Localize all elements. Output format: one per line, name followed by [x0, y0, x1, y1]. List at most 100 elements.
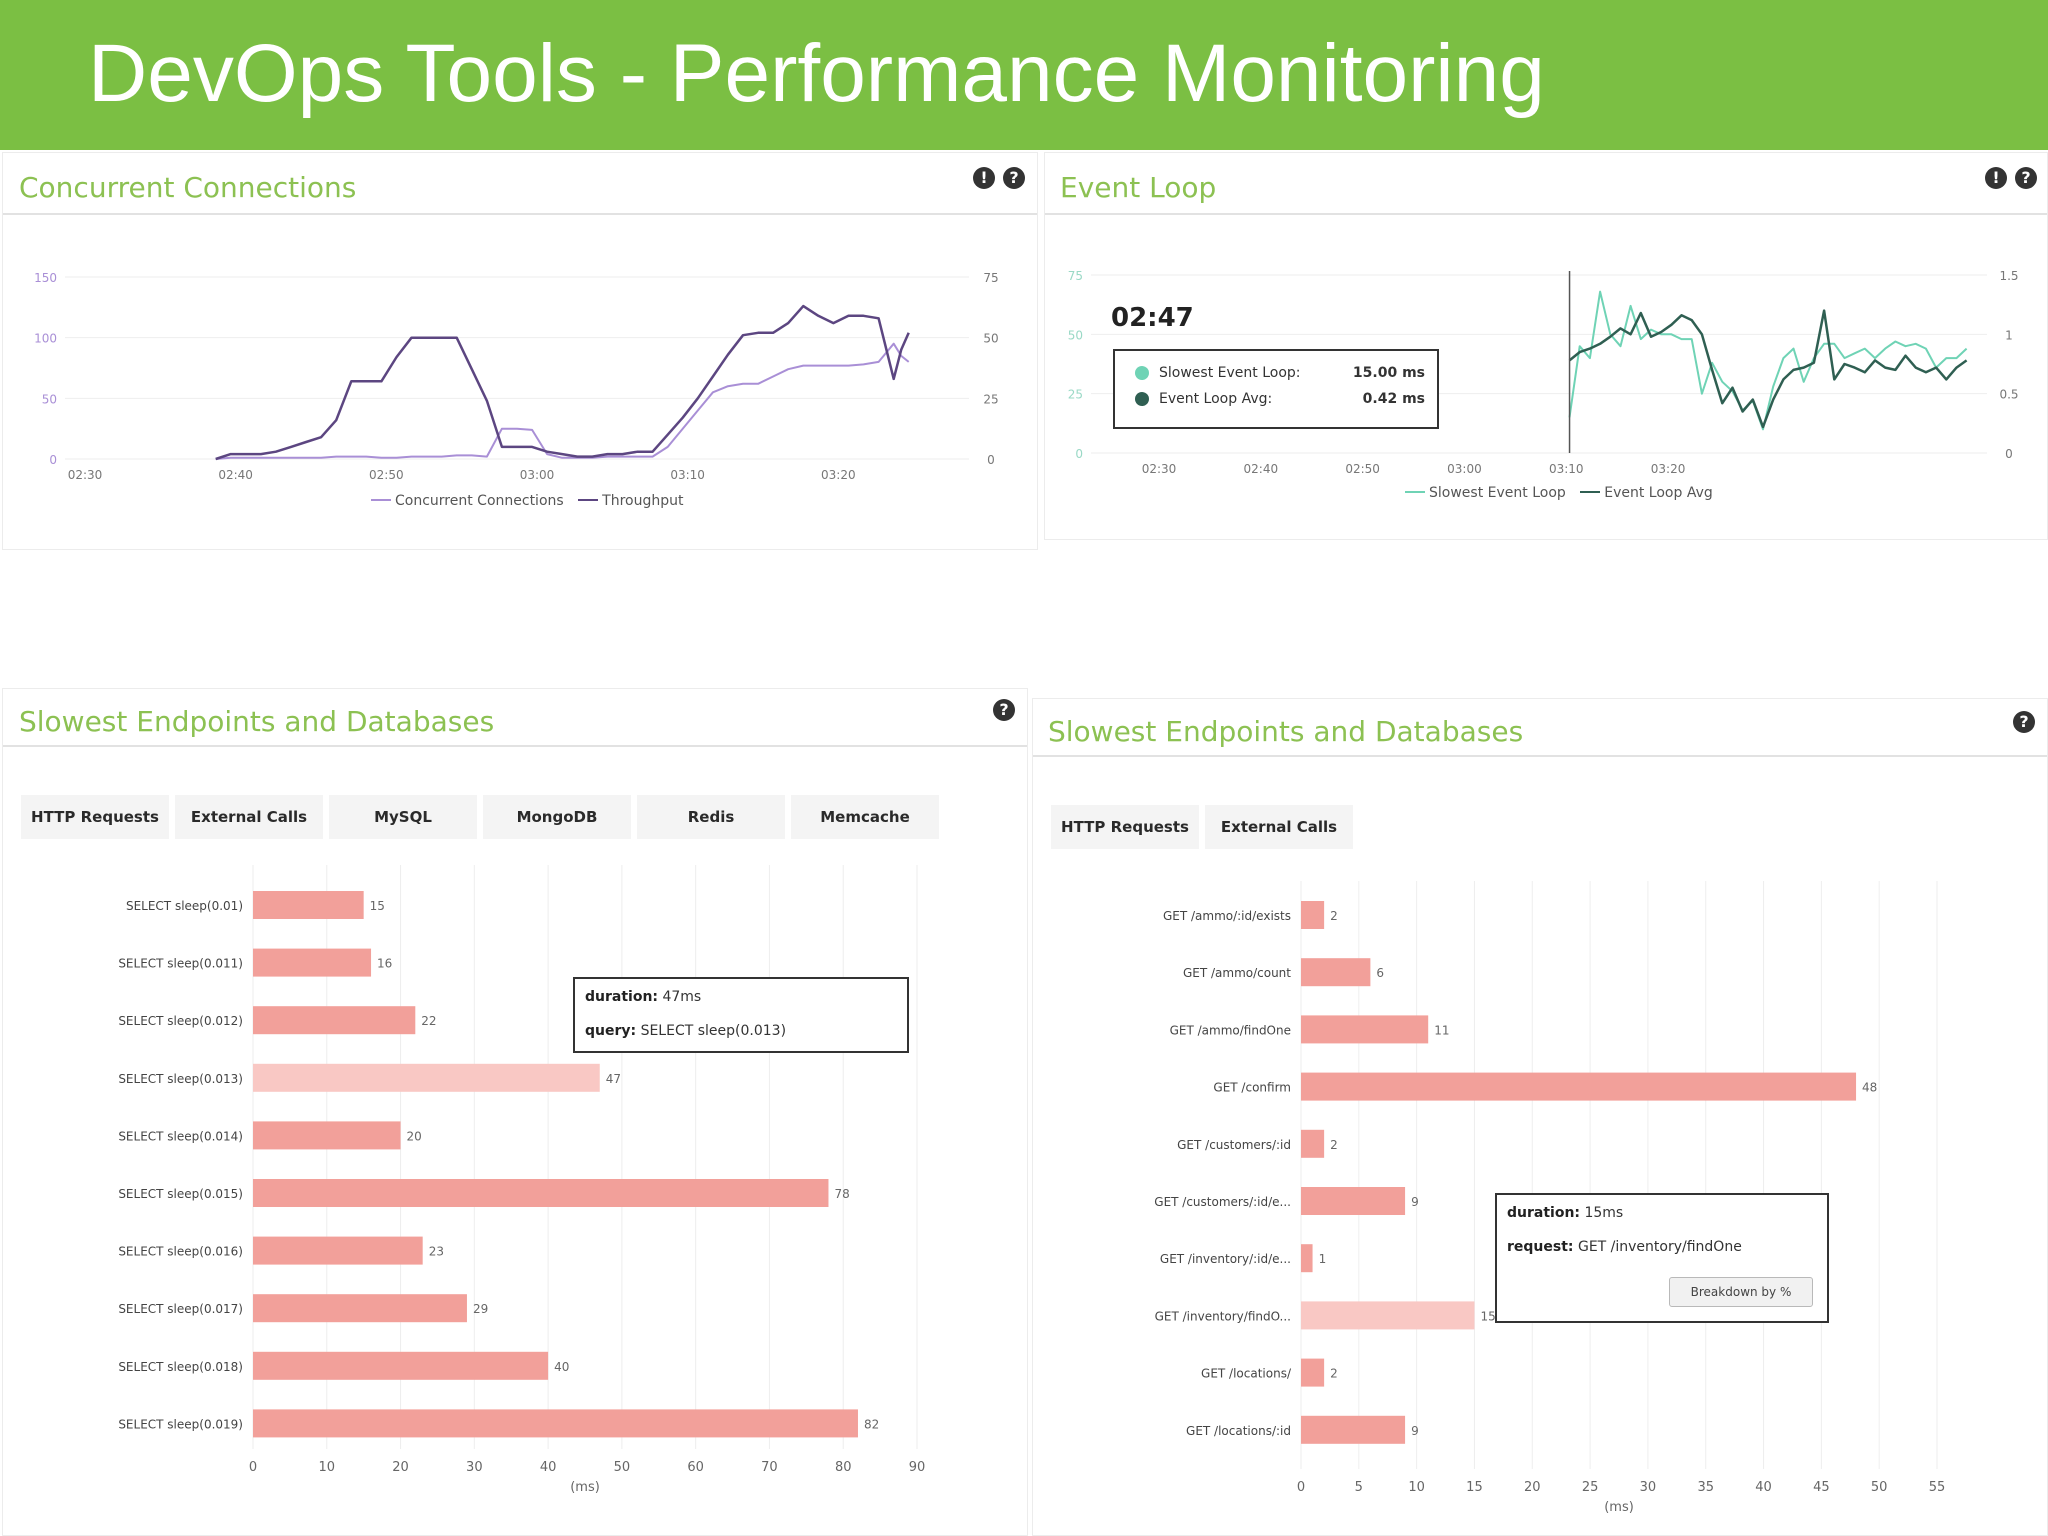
- y-right-tick-label: 0.5: [1999, 388, 2018, 402]
- y-left-tick-label: 100: [34, 332, 57, 346]
- x-tick-label: 10: [319, 1460, 336, 1475]
- x-tick-label: 50: [614, 1460, 631, 1475]
- event-loop-chart: 0 25 50 75 0 0.5 1 1.5 02:30 02:40 02:50 03:00 03:10…: [1068, 269, 2019, 476]
- tab-http-requests[interactable]: HTTP Requests: [21, 795, 169, 839]
- x-tick-label: 5: [1355, 1480, 1363, 1495]
- bar: [253, 1409, 858, 1438]
- bar: [253, 891, 364, 919]
- concurrent-connections-chart: 0 50 100 150 0 25 50 75 02:30 02:40 02:50 03:00 03:1…: [34, 271, 999, 482]
- x-tick-label: 30: [466, 1460, 483, 1475]
- bar-value-label: 16: [377, 957, 392, 971]
- x-tick-label: 03:10: [670, 468, 705, 482]
- title-divider: [3, 213, 1037, 215]
- event-loop-panel: Event Loop ! ? 0 25 50 75 0 0.5 1 1.5 02:30 02:40…: [1044, 152, 2048, 540]
- category-label: GET /ammo/:id/exists: [1163, 909, 1291, 923]
- info-icon[interactable]: !: [973, 167, 995, 189]
- help-icon[interactable]: ?: [993, 699, 1015, 721]
- tooltip-request: request: GET /inventory/findOne: [1507, 1239, 1742, 1255]
- y-right-tick-label: 0: [987, 453, 995, 467]
- x-tick-label: 20: [392, 1460, 409, 1475]
- category-label: GET /customers/:id: [1177, 1138, 1291, 1152]
- tab-external-calls[interactable]: External Calls: [175, 795, 323, 839]
- title-divider: [1033, 755, 2047, 757]
- x-tick-label: 03:00: [520, 468, 555, 482]
- x-tick-label: 02:30: [68, 468, 103, 482]
- series-line-2: [215, 304, 910, 461]
- series-line-1: [215, 342, 910, 460]
- breakdown-button[interactable]: Breakdown by %: [1669, 1277, 1813, 1307]
- x-tick-label: 02:50: [369, 468, 404, 482]
- info-icon[interactable]: !: [1985, 167, 2007, 189]
- chart-legend: Concurrent Connections Throughput: [371, 493, 693, 509]
- help-icon[interactable]: ?: [2015, 167, 2037, 189]
- tab-external-calls[interactable]: External Calls: [1205, 805, 1353, 849]
- panel-title: Slowest Endpoints and Databases: [19, 705, 495, 738]
- legend-item-throughput: Throughput: [578, 493, 683, 509]
- x-tick-label: 02:40: [1244, 462, 1279, 476]
- category-label: GET /customers/:id/e...: [1154, 1195, 1291, 1209]
- x-tick-label: 40: [1755, 1480, 1772, 1495]
- help-icon[interactable]: ?: [1003, 167, 1025, 189]
- category-label: SELECT sleep(0.017): [118, 1302, 243, 1316]
- bar-value-label: 29: [473, 1302, 488, 1316]
- x-tick-label: 20: [1524, 1480, 1541, 1495]
- tab-redis[interactable]: Redis: [637, 795, 785, 839]
- bar-value-label: 20: [407, 1129, 422, 1143]
- bar: [253, 1351, 549, 1380]
- bar-value-label: 9: [1411, 1424, 1419, 1438]
- x-tick-label: 15: [1466, 1480, 1483, 1495]
- category-label: SELECT sleep(0.013): [118, 1072, 243, 1086]
- bar-value-label: 1: [1319, 1252, 1327, 1266]
- x-tick-label: 50: [1871, 1480, 1888, 1495]
- category-label: SELECT sleep(0.012): [118, 1014, 243, 1028]
- y-left-tick-label: 25: [1068, 388, 1083, 402]
- help-icon[interactable]: ?: [2013, 711, 2035, 733]
- bar-value-label: 48: [1862, 1081, 1877, 1095]
- x-tick-label: 02:50: [1345, 462, 1380, 476]
- bar-value-label: 47: [606, 1072, 621, 1086]
- legend-item-slowest: Slowest Event Loop: [1405, 485, 1566, 501]
- bar: [1301, 1358, 1325, 1387]
- bar: [1301, 1301, 1475, 1330]
- bar-value-label: 15: [370, 899, 385, 913]
- category-label: SELECT sleep(0.015): [118, 1187, 243, 1201]
- panel-title: Event Loop: [1060, 171, 1217, 204]
- bar: [253, 1179, 829, 1207]
- bar-value-label: 15: [1480, 1309, 1495, 1323]
- x-tick-label: 55: [1929, 1480, 1946, 1495]
- bar: [253, 1236, 423, 1265]
- bar: [253, 1294, 467, 1323]
- category-label: GET /locations/:id: [1186, 1424, 1291, 1438]
- tab-mysql[interactable]: MySQL: [329, 795, 477, 839]
- bar: [1301, 1015, 1429, 1044]
- x-tick-label: 45: [1813, 1480, 1830, 1495]
- category-label: SELECT sleep(0.014): [118, 1129, 243, 1143]
- series-line-2: [1568, 309, 1968, 429]
- x-tick-label: 40: [540, 1460, 557, 1475]
- y-right-tick-label: 25: [983, 392, 998, 406]
- category-label: GET /inventory/:id/e...: [1160, 1252, 1291, 1266]
- avg-dot-icon: [1135, 392, 1149, 406]
- x-axis-label: (ms): [570, 1480, 600, 1495]
- bar: [1301, 1244, 1313, 1273]
- bar: [1301, 901, 1325, 929]
- category-label: SELECT sleep(0.019): [118, 1417, 243, 1431]
- x-axis-label: (ms): [1604, 1500, 1634, 1515]
- x-tick-label: 90: [909, 1460, 926, 1475]
- tooltip-duration: duration: 47ms: [585, 989, 702, 1005]
- bar: [1301, 1187, 1406, 1215]
- bar: [253, 1006, 416, 1035]
- x-tick-label: 03:00: [1447, 462, 1482, 476]
- slowest-endpoints-left-panel: Slowest Endpoints and Databases ? HTTP R…: [2, 688, 1028, 1536]
- series-line-1: [1568, 290, 1968, 431]
- category-label: GET /ammo/count: [1183, 966, 1291, 980]
- tab-memcache[interactable]: Memcache: [791, 795, 939, 839]
- tooltip-row-slowest: Slowest Event Loop: 15.00 ms: [1135, 365, 1431, 381]
- tab-mongodb[interactable]: MongoDB: [483, 795, 631, 839]
- category-label: GET /inventory/findO...: [1155, 1309, 1291, 1323]
- y-left-tick-label: 75: [1068, 269, 1083, 283]
- tab-http-requests[interactable]: HTTP Requests: [1051, 805, 1199, 849]
- bar: [253, 1121, 401, 1150]
- bar: [1301, 1072, 1857, 1101]
- category-label: SELECT sleep(0.011): [118, 957, 243, 971]
